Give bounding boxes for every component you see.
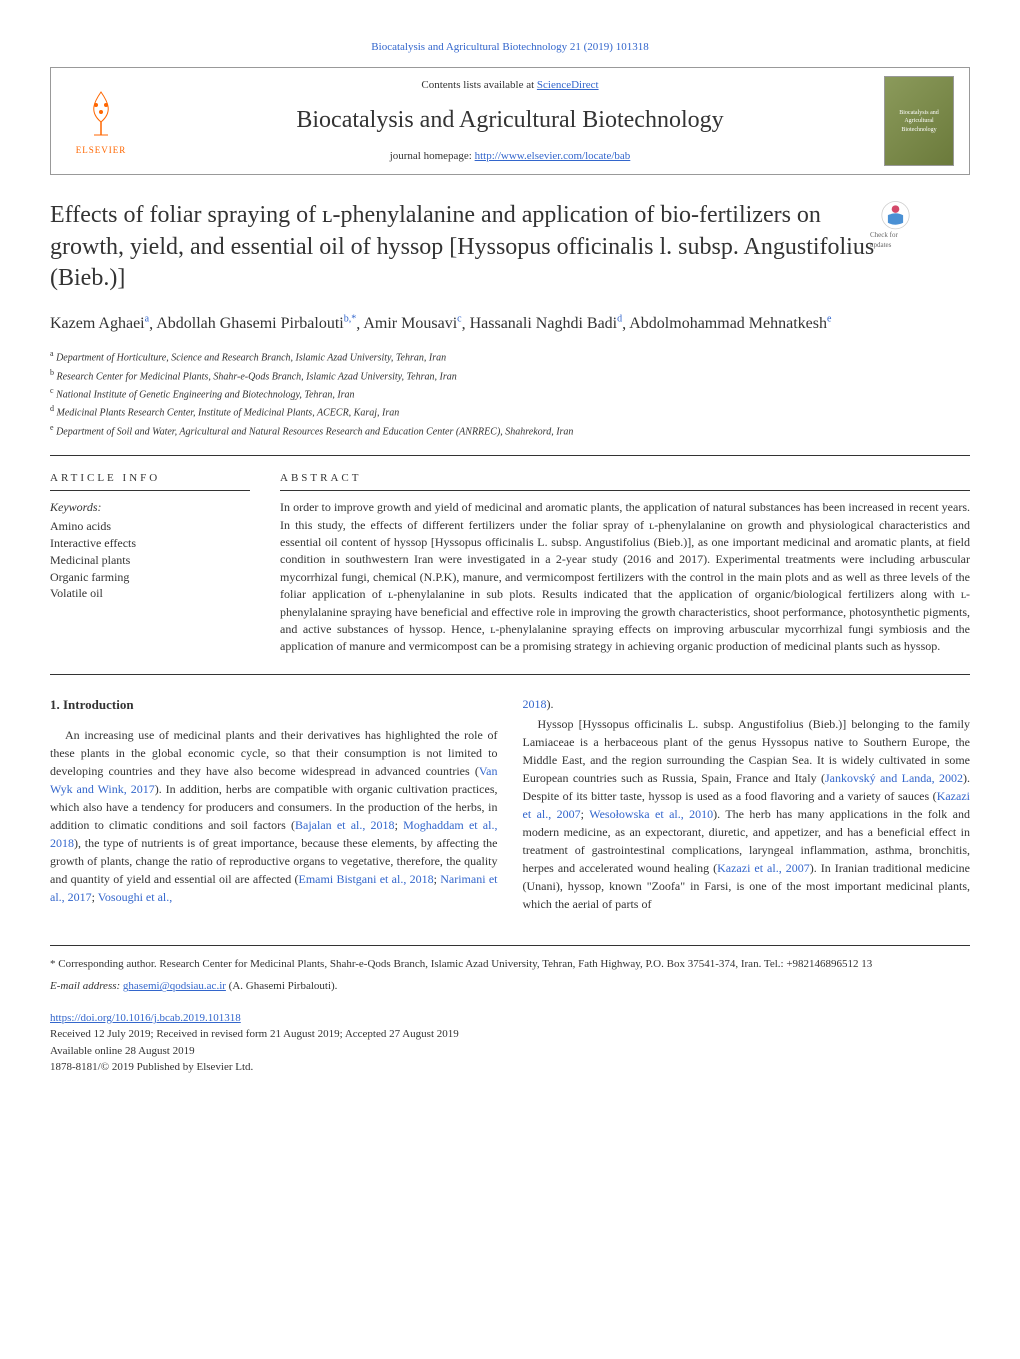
- doi-link[interactable]: https://doi.org/10.1016/j.bcab.2019.1013…: [50, 1012, 241, 1024]
- corresponding-author: * Corresponding author. Research Center …: [50, 956, 970, 973]
- abstract-column: ABSTRACT In order to improve growth and …: [280, 471, 970, 656]
- keywords-label: Keywords:: [50, 499, 250, 516]
- homepage-label: journal homepage:: [390, 150, 475, 162]
- author-1: Abdollah Ghasemi Pirbaloutib,*: [156, 315, 356, 332]
- citation-link[interactable]: Bajalan et al., 2018: [295, 818, 395, 832]
- affiliation-e: e Department of Soil and Water, Agricult…: [50, 422, 970, 439]
- aff-text: Medicinal Plants Research Center, Instit…: [57, 408, 400, 419]
- check-updates-label: Check for updates: [870, 231, 920, 251]
- citation-link[interactable]: Emami Bistgani et al., 2018: [299, 872, 434, 886]
- email-line: E-mail address: ghasemi@qodsiau.ac.ir (A…: [50, 978, 970, 995]
- received-dates: Received 12 July 2019; Received in revis…: [50, 1026, 970, 1043]
- article-title: Effects of foliar spraying of ʟ-phenylal…: [50, 200, 970, 294]
- affiliation-d: d Medicinal Plants Research Center, Inst…: [50, 403, 970, 420]
- journal-cover: Biocatalysis and Agricultural Biotechnol…: [884, 76, 954, 166]
- author-4: Abdolmohammad Mehnatkeshe: [629, 315, 831, 332]
- header-center: Contents lists available at ScienceDirec…: [136, 78, 884, 164]
- intro-para-2: Hyssop [Hyssopus officinalis L. subsp. A…: [523, 715, 971, 913]
- author-name: Abdollah Ghasemi Pirbalouti: [156, 315, 344, 332]
- body-column-left: 1. Introduction An increasing use of med…: [50, 695, 498, 915]
- author-sup: a: [145, 314, 149, 325]
- author-2: Amir Mousavic: [363, 315, 461, 332]
- check-updates-icon: [878, 200, 913, 230]
- intro-para-1: An increasing use of medicinal plants an…: [50, 726, 498, 906]
- footer-section: * Corresponding author. Research Center …: [50, 945, 970, 995]
- author-0: Kazem Aghaeia: [50, 315, 149, 332]
- aff-text: National Institute of Genetic Engineerin…: [56, 389, 355, 400]
- contents-prefix: Contents lists available at: [421, 79, 536, 91]
- journal-name: Biocatalysis and Agricultural Biotechnol…: [136, 104, 884, 138]
- doi-section: https://doi.org/10.1016/j.bcab.2019.1013…: [50, 1010, 970, 1076]
- citation-link[interactable]: Wesołowska et al., 2010: [589, 807, 713, 821]
- aff-sup: e: [50, 423, 54, 432]
- affiliation-c: c National Institute of Genetic Engineer…: [50, 385, 970, 402]
- keyword-2: Medicinal plants: [50, 552, 250, 569]
- text-fragment: ).: [547, 697, 554, 711]
- aff-text: Department of Horticulture, Science and …: [56, 353, 446, 364]
- aff-text: Research Center for Medicinal Plants, Sh…: [57, 371, 457, 382]
- affiliations: a Department of Horticulture, Science an…: [50, 348, 970, 456]
- keyword-1: Interactive effects: [50, 535, 250, 552]
- citation-link[interactable]: Jankovský and Landa, 2002: [825, 771, 963, 785]
- email-link[interactable]: ghasemi@qodsiau.ac.ir: [123, 980, 226, 992]
- text-fragment: ;: [395, 818, 404, 832]
- citation-link[interactable]: Vosoughi et al.,: [98, 890, 172, 904]
- available-date: Available online 28 August 2019: [50, 1043, 970, 1060]
- journal-homepage: journal homepage: http://www.elsevier.co…: [136, 149, 884, 164]
- aff-text: Department of Soil and Water, Agricultur…: [56, 426, 573, 437]
- author-name: Hassanali Naghdi Badi: [470, 315, 618, 332]
- author-name: Abdolmohammad Mehnatkesh: [629, 315, 827, 332]
- text-fragment: ;: [581, 807, 590, 821]
- abstract-heading: ABSTRACT: [280, 471, 970, 491]
- journal-citation: Biocatalysis and Agricultural Biotechnol…: [50, 40, 970, 55]
- affiliation-a: a Department of Horticulture, Science an…: [50, 348, 970, 365]
- affiliation-b: b Research Center for Medicinal Plants, …: [50, 367, 970, 384]
- check-updates-badge[interactable]: Check for updates: [870, 200, 920, 250]
- author-sup: d: [617, 314, 622, 325]
- author-sup: c: [457, 314, 461, 325]
- article-info: ARTICLE INFO Keywords: Amino acids Inter…: [50, 471, 250, 656]
- cover-text: Biocatalysis and Agricultural Biotechnol…: [885, 107, 953, 136]
- email-suffix: (A. Ghasemi Pirbalouti).: [226, 980, 338, 992]
- contents-list-text: Contents lists available at ScienceDirec…: [136, 78, 884, 93]
- elsevier-logo: ELSEVIER: [66, 81, 136, 161]
- author-name: Amir Mousavi: [363, 315, 457, 332]
- sciencedirect-link[interactable]: ScienceDirect: [537, 79, 599, 91]
- homepage-link[interactable]: http://www.elsevier.com/locate/bab: [475, 150, 631, 162]
- copyright: 1878-8181/© 2019 Published by Elsevier L…: [50, 1059, 970, 1076]
- elsevier-label: ELSEVIER: [76, 144, 127, 157]
- abstract-text: In order to improve growth and yield of …: [280, 499, 970, 656]
- author-sup: e: [827, 314, 831, 325]
- keyword-3: Organic farming: [50, 569, 250, 586]
- aff-sup: a: [50, 349, 54, 358]
- keyword-4: Volatile oil: [50, 585, 250, 602]
- title-section: Check for updates Effects of foliar spra…: [50, 200, 970, 294]
- keyword-0: Amino acids: [50, 518, 250, 535]
- author-3: Hassanali Naghdi Badid: [470, 315, 623, 332]
- citation-link[interactable]: Kazazi et al., 2007: [717, 861, 810, 875]
- email-label: E-mail address:: [50, 980, 123, 992]
- body-column-right: 2018). Hyssop [Hyssopus officinalis L. s…: [523, 695, 971, 915]
- aff-sup: b: [50, 368, 54, 377]
- info-abstract-section: ARTICLE INFO Keywords: Amino acids Inter…: [50, 471, 970, 675]
- author-name: Kazem Aghaei: [50, 315, 145, 332]
- aff-sup: c: [50, 386, 54, 395]
- authors-list: Kazem Aghaeia, Abdollah Ghasemi Pirbalou…: [50, 312, 970, 336]
- intro-para-cont: 2018).: [523, 695, 971, 713]
- citation-link[interactable]: 2018: [523, 697, 547, 711]
- aff-sup: d: [50, 404, 54, 413]
- journal-header: ELSEVIER Contents lists available at Sci…: [50, 67, 970, 175]
- article-info-heading: ARTICLE INFO: [50, 471, 250, 491]
- text-fragment: An increasing use of medicinal plants an…: [50, 728, 498, 778]
- author-sup: b,*: [344, 314, 357, 325]
- elsevier-tree-icon: [74, 87, 129, 142]
- body-section: 1. Introduction An increasing use of med…: [50, 695, 970, 915]
- intro-title: 1. Introduction: [50, 695, 498, 715]
